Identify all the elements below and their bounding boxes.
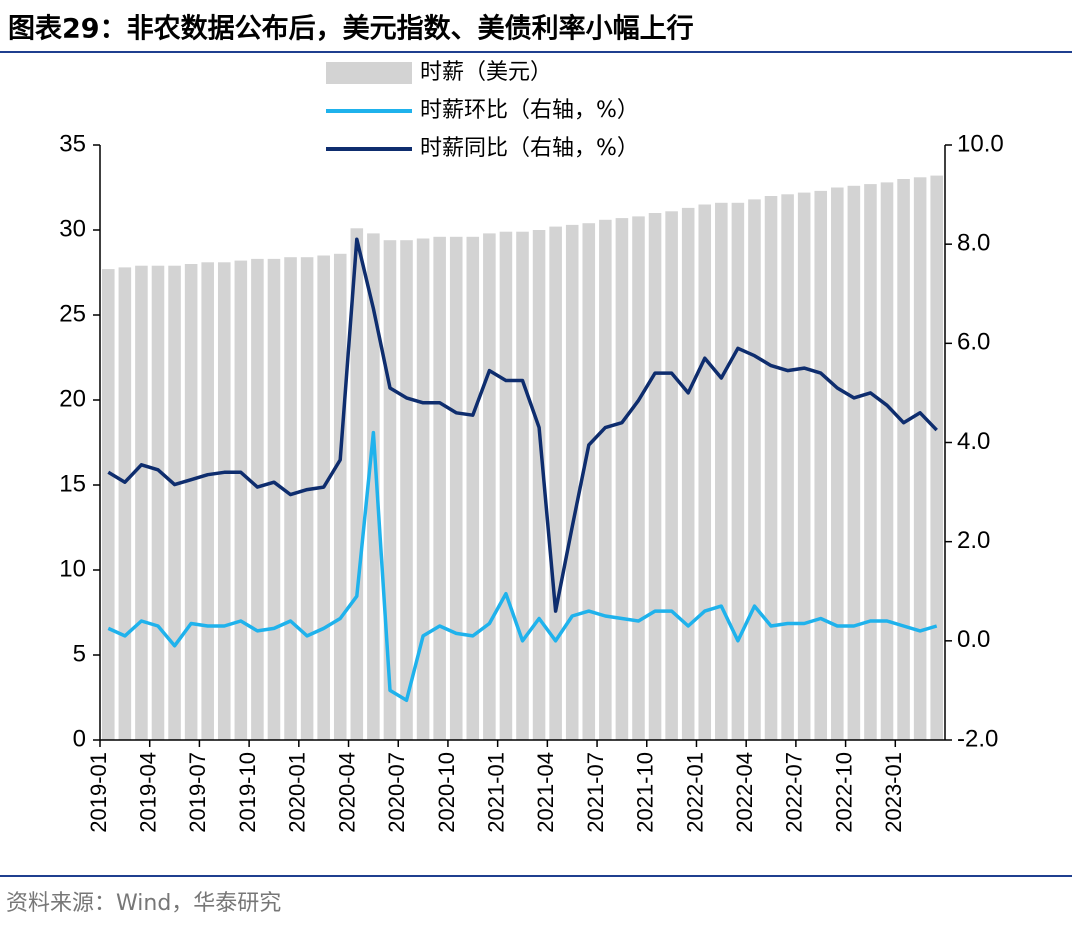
bar bbox=[847, 185, 861, 741]
x-tick-label: 2019-04 bbox=[136, 752, 161, 833]
chart-title: 图表29：非农数据公布后，美元指数、美债利率小幅上行 bbox=[8, 13, 694, 45]
y-tick-label: 30 bbox=[59, 215, 86, 242]
y-tick-label: 0 bbox=[73, 725, 86, 752]
legend-label: 时薪同比（右轴，%） bbox=[420, 136, 639, 161]
bar bbox=[135, 265, 148, 740]
x-tick-label: 2020-04 bbox=[334, 752, 359, 833]
x-tick-label: 2022-10 bbox=[831, 752, 856, 833]
bar bbox=[350, 228, 364, 741]
bar bbox=[897, 179, 910, 740]
x-tick-label: 2019-10 bbox=[235, 752, 260, 833]
bar bbox=[532, 230, 546, 740]
bar bbox=[930, 175, 943, 741]
bar bbox=[582, 223, 596, 740]
x-tick-label: 2020-07 bbox=[384, 752, 409, 833]
bar bbox=[217, 262, 231, 740]
x-tick-label: 2021-01 bbox=[483, 752, 508, 833]
bar bbox=[599, 219, 612, 741]
bar bbox=[831, 187, 844, 740]
x-tick-label: 2022-01 bbox=[682, 752, 707, 833]
legend-swatch bbox=[326, 62, 412, 84]
bar bbox=[880, 182, 894, 740]
y-tick-label: 25 bbox=[59, 300, 86, 327]
bar bbox=[797, 192, 811, 741]
bar bbox=[184, 264, 198, 740]
bar bbox=[466, 236, 480, 741]
x-tick-label: 2022-07 bbox=[782, 752, 807, 833]
y-tick-label: 10 bbox=[59, 555, 86, 582]
bar bbox=[118, 267, 132, 740]
y2-tick-label: 10.0 bbox=[957, 130, 1004, 157]
bar bbox=[681, 207, 695, 740]
x-tick-label: 2023-01 bbox=[881, 752, 906, 833]
bar bbox=[748, 199, 761, 740]
legend-label: 时薪（美元） bbox=[420, 60, 552, 85]
bar bbox=[333, 253, 347, 741]
bar bbox=[267, 258, 281, 740]
bar bbox=[483, 233, 496, 740]
y-tick-label: 20 bbox=[59, 385, 86, 412]
bar bbox=[632, 216, 645, 740]
source-note: 资料来源：Wind，华泰研究 bbox=[6, 891, 281, 916]
bar bbox=[367, 233, 380, 740]
bar bbox=[698, 204, 712, 740]
x-tick-label: 2021-07 bbox=[583, 752, 608, 833]
legend-label: 时薪环比（右轴，%） bbox=[420, 98, 639, 123]
x-tick-label: 2021-04 bbox=[533, 752, 558, 833]
bar bbox=[400, 240, 413, 740]
bar bbox=[764, 196, 778, 740]
bar bbox=[648, 213, 662, 740]
bar bbox=[433, 236, 446, 741]
bar bbox=[814, 190, 828, 740]
y2-tick-label: 6.0 bbox=[957, 329, 990, 356]
x-tick-label: 2020-10 bbox=[434, 752, 459, 833]
bar bbox=[251, 258, 264, 740]
y2-tick-label: 0.0 bbox=[957, 626, 990, 653]
bar bbox=[615, 218, 629, 741]
x-tick-label: 2022-04 bbox=[732, 752, 757, 833]
bar bbox=[565, 224, 579, 740]
y-tick-label: 35 bbox=[59, 130, 86, 157]
bar bbox=[731, 202, 745, 741]
y-tick-label: 5 bbox=[73, 640, 86, 667]
bar bbox=[913, 177, 927, 741]
bar bbox=[416, 238, 430, 740]
bar bbox=[781, 194, 794, 741]
x-tick-label: 2020-01 bbox=[285, 752, 310, 833]
bar bbox=[449, 236, 463, 741]
bar bbox=[234, 260, 248, 740]
bar bbox=[499, 231, 513, 740]
y2-tick-label: -2.0 bbox=[957, 725, 998, 752]
bar bbox=[516, 231, 529, 740]
y2-tick-label: 2.0 bbox=[957, 527, 990, 554]
line-series bbox=[107, 430, 938, 703]
bar bbox=[284, 257, 297, 740]
bar bbox=[864, 184, 877, 741]
bar bbox=[317, 255, 330, 740]
y2-tick-label: 4.0 bbox=[957, 428, 990, 455]
bar bbox=[715, 202, 728, 741]
bar bbox=[102, 269, 115, 740]
y-tick-label: 15 bbox=[59, 470, 86, 497]
bar bbox=[549, 226, 562, 741]
bar bbox=[151, 265, 165, 740]
x-tick-label: 2019-07 bbox=[185, 752, 210, 833]
bar bbox=[168, 265, 181, 740]
x-tick-label: 2019-01 bbox=[86, 752, 111, 833]
y2-tick-label: 8.0 bbox=[957, 230, 990, 257]
bar bbox=[201, 262, 214, 740]
bar bbox=[300, 257, 314, 740]
bar bbox=[665, 211, 678, 741]
line-series bbox=[107, 237, 938, 613]
x-tick-label: 2021-10 bbox=[633, 752, 658, 833]
